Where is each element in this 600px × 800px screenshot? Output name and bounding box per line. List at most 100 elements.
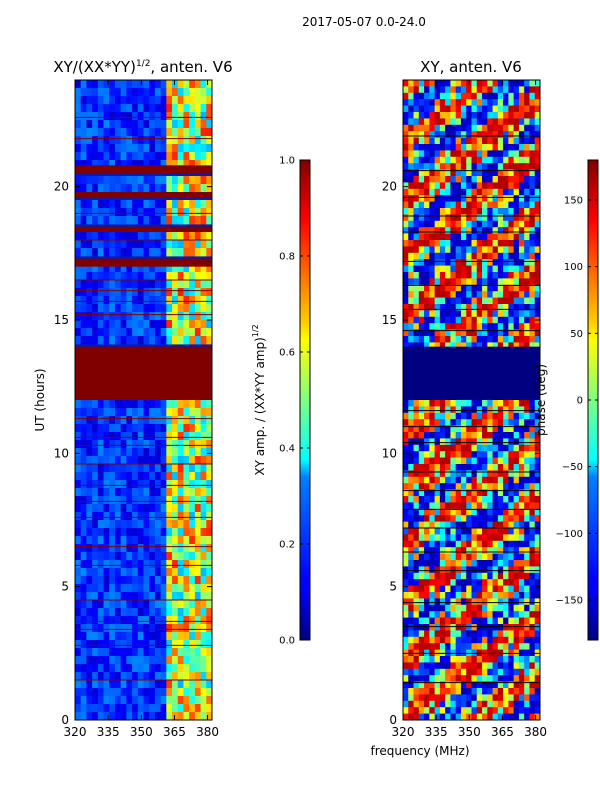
heatmap-cell [518, 400, 525, 407]
heatmap-cell [445, 329, 451, 337]
heatmap-cell [524, 131, 530, 138]
heatmap-cell [487, 656, 493, 663]
heatmap-cell [418, 182, 425, 190]
heatmap-cell [200, 184, 207, 193]
heatmap-cell [194, 592, 201, 601]
heatmap-cell [149, 464, 156, 473]
heatmap-cell [114, 640, 122, 649]
heatmap-cell [492, 675, 499, 682]
heatmap-cell [80, 568, 87, 577]
heatmap-cell [513, 240, 520, 247]
heatmap-cell [508, 579, 515, 586]
heatmap-cell [508, 681, 515, 689]
heatmap-cell [429, 579, 436, 586]
heatmap-cell [513, 464, 520, 471]
heatmap-cell [529, 681, 536, 689]
heatmap-cell [154, 448, 162, 457]
heatmap-cell [508, 169, 515, 177]
heatmap-cell [418, 265, 425, 273]
heatmap-cell [429, 547, 436, 554]
heatmap-cell [529, 252, 536, 260]
heatmap-cell [529, 310, 536, 318]
heatmap-cell [503, 86, 509, 94]
heatmap-cell [154, 480, 162, 489]
heatmap-cell [429, 92, 436, 100]
heatmap-cell [120, 680, 127, 689]
heatmap-cell [529, 284, 536, 292]
heatmap-cell [132, 104, 139, 113]
heatmap-cell [455, 297, 462, 305]
heatmap-cell [132, 688, 139, 697]
heatmap-cell [97, 152, 104, 161]
heatmap-cell [524, 604, 530, 612]
heatmap-cell [497, 291, 504, 298]
heatmap-cell [160, 528, 167, 537]
heatmap-cell [183, 560, 190, 569]
heatmap-cell [166, 592, 173, 601]
heatmap-cell [403, 220, 409, 228]
heatmap-cell [149, 536, 156, 545]
heatmap-cell [154, 712, 162, 721]
heatmap-cell [518, 176, 525, 183]
heatmap-cell [126, 616, 133, 625]
heatmap-cell [206, 304, 213, 313]
heatmap-cell [529, 406, 536, 414]
heatmap-cell [508, 585, 515, 593]
heatmap-cell [534, 304, 541, 311]
heatmap-cell [160, 240, 167, 249]
heatmap-cell [120, 504, 127, 513]
heatmap-cell [471, 291, 478, 298]
heatmap-cell [206, 464, 213, 473]
heatmap-cell [418, 617, 425, 625]
heatmap-cell [418, 668, 425, 676]
heatmap-cell [450, 675, 457, 682]
heatmap-cell [137, 336, 144, 345]
heatmap-cell [497, 131, 504, 138]
heatmap-cell [497, 617, 504, 625]
heatmap-cell [92, 640, 99, 649]
heatmap-cell [471, 560, 478, 567]
heatmap-cell [149, 488, 156, 497]
heatmap-cell [86, 704, 93, 713]
heatmap-cell [497, 675, 504, 682]
heatmap-cell [445, 99, 451, 106]
heatmap-cell [172, 432, 179, 441]
heatmap-cell [109, 440, 116, 449]
colorbar-tick-label: 1.0 [279, 156, 295, 167]
heatmap-cell [92, 104, 99, 113]
heatmap-cell [497, 444, 504, 452]
heatmap-cell [172, 232, 179, 241]
heatmap-cell [518, 432, 525, 439]
heatmap-cell [471, 304, 478, 311]
heatmap-cell [513, 304, 520, 311]
heatmap-cell [424, 643, 430, 650]
heatmap-cell [109, 280, 116, 289]
heatmap-cell [418, 534, 425, 542]
heatmap-cell [413, 278, 420, 286]
heatmap-cell [524, 182, 530, 190]
heatmap-cell [109, 568, 116, 577]
heatmap-cell [75, 656, 82, 665]
heatmap-cell [424, 566, 430, 574]
heatmap-cell [80, 336, 87, 345]
heatmap-cell [160, 184, 167, 193]
heatmap-cell [408, 688, 414, 695]
heatmap-cell [434, 304, 441, 311]
heatmap-cell [418, 489, 425, 497]
heatmap-cell [92, 584, 99, 593]
heatmap-cell [513, 624, 520, 631]
heatmap-cell [450, 489, 457, 497]
heatmap-cell [200, 440, 207, 449]
heatmap-cell [154, 112, 162, 121]
heatmap-cell [513, 259, 520, 266]
heatmap-cell [503, 560, 509, 567]
heatmap-cell [126, 408, 133, 417]
heatmap-cell [132, 328, 139, 337]
heatmap-cell [529, 438, 536, 446]
heatmap-cell [132, 400, 139, 409]
heatmap-cell [424, 406, 430, 414]
heatmap-cell [143, 136, 150, 145]
heatmap-cell [455, 144, 462, 151]
heatmap-cell [160, 472, 167, 481]
heatmap-cell [126, 600, 133, 609]
